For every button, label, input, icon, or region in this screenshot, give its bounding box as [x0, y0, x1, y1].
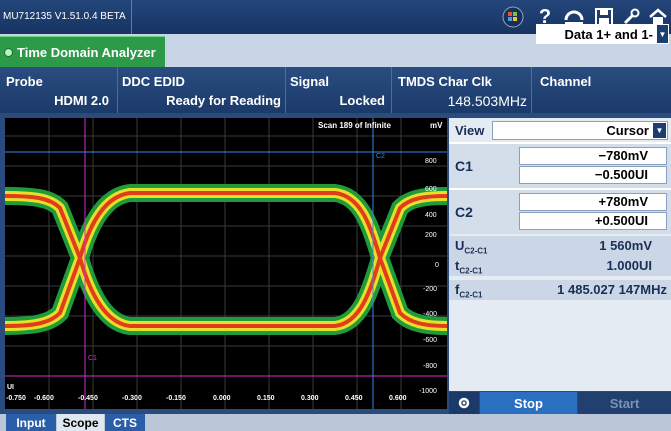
y-tick: 0 [435, 262, 439, 269]
t-delta-value: 1.000UI [606, 258, 652, 273]
help-icon[interactable]: ? [538, 5, 552, 28]
probe-label: Probe [6, 74, 43, 89]
tab-row: Time Domain Analyzer [0, 34, 671, 67]
y-tick: -400 [423, 311, 438, 318]
ddc-value: Ready for Reading [166, 93, 281, 108]
tab-scope[interactable]: Scope [57, 414, 104, 431]
title-bar: MU712135 V1.51.0.4 BETA ? [0, 0, 671, 34]
channel-label: Channel [540, 74, 592, 89]
f-delta-value: 1 485.027 147MHz [557, 282, 667, 297]
status-dot-icon [4, 47, 13, 57]
c2-voltage-field[interactable]: +780mV [519, 193, 667, 211]
start-button[interactable]: Start [578, 392, 671, 414]
c2-row: C2 +780mV +0.500UI [449, 188, 671, 234]
gear-icon [458, 397, 470, 409]
x-tick: -0.300 [122, 395, 142, 402]
probe-column: Probe HDMI 2.0 [0, 67, 118, 113]
x-tick: 0.600 [389, 395, 407, 402]
tab-cts[interactable]: CTS [105, 414, 145, 431]
y-tick: -600 [423, 337, 438, 344]
eye-diagram-svg [5, 118, 447, 409]
probe-value: HDMI 2.0 [54, 93, 109, 108]
x-tick: 0.300 [301, 395, 319, 402]
info-bar: Probe HDMI 2.0 DDC EDID Ready for Readin… [0, 67, 671, 113]
channel-select[interactable]: Data 1+ and 1- ▼ [536, 24, 669, 44]
cursor-c1-label: C1 [88, 355, 97, 362]
u-delta-row: UC2-C1 1 560mV [449, 236, 671, 256]
stop-button[interactable]: Stop [480, 392, 577, 414]
wrench-icon[interactable] [618, 0, 644, 34]
y-tick: 600 [425, 186, 437, 193]
tmds-value: 148.503MHz [447, 93, 527, 109]
view-row: View Cursor ▼ [449, 118, 671, 142]
c1-voltage-field[interactable]: −780mV [519, 147, 667, 165]
ddc-column: DDC EDID Ready for Reading [118, 67, 286, 113]
tab-input[interactable]: Input [6, 414, 56, 431]
t-delta-label: tC2-C1 [455, 258, 483, 276]
ddc-label: DDC EDID [122, 74, 185, 89]
t-delta-row: tC2-C1 1.000UI [449, 256, 671, 276]
y-unit-label: mV [430, 121, 443, 130]
home-icon[interactable] [645, 0, 671, 34]
c1-time-field[interactable]: −0.500UI [519, 166, 667, 184]
y-tick: 400 [425, 212, 437, 219]
x-tick: -0.450 [78, 395, 98, 402]
c1-row: C1 −780mV −0.500UI [449, 142, 671, 188]
view-select[interactable]: Cursor ▼ [492, 121, 668, 140]
x-tick: -0.600 [34, 395, 54, 402]
tmds-label: TMDS Char Clk [398, 74, 492, 89]
c1-label: C1 [455, 158, 473, 174]
undo-icon[interactable] [560, 0, 588, 34]
y-tick: -200 [423, 286, 438, 293]
chevron-down-icon: ▼ [653, 123, 666, 138]
eye-diagram-plot[interactable]: Scan 189 of Infinite mV C2 C1 UI 800 600… [5, 118, 447, 409]
y-tick: -1000 [419, 388, 437, 395]
x-tick: 0.000 [213, 395, 231, 402]
cursor-c2-label: C2 [376, 153, 385, 160]
u-delta-value: 1 560mV [599, 238, 652, 253]
y-tick: -800 [423, 363, 438, 370]
bottom-tab-bar: Input Scope CTS [0, 414, 671, 431]
x-tick: -0.150 [166, 395, 186, 402]
scan-counter: Scan 189 of Infinite [318, 121, 391, 130]
u-delta-label: UC2-C1 [455, 238, 488, 256]
x-tick: 0.450 [345, 395, 363, 402]
view-value: Cursor [606, 123, 649, 138]
signal-value: Locked [339, 93, 385, 108]
y-tick: 800 [425, 158, 437, 165]
tab-time-domain-analyzer[interactable]: Time Domain Analyzer [0, 36, 165, 67]
eye-traces [5, 184, 447, 335]
f-delta-label: fC2-C1 [455, 282, 483, 300]
view-label: View [455, 123, 485, 138]
x-tick: -0.750 [6, 395, 26, 402]
y-tick: 200 [425, 232, 437, 239]
version-label: MU712135 V1.51.0.4 BETA [0, 0, 132, 34]
cursor-panel: View Cursor ▼ C1 −780mV −0.500UI C2 +780… [449, 118, 671, 391]
tab-label: Time Domain Analyzer [17, 44, 156, 60]
channel-value: Data 1+ and 1- [564, 26, 653, 42]
x-unit-label: UI [7, 384, 14, 391]
c2-time-field[interactable]: +0.500UI [519, 212, 667, 230]
signal-column: Signal Locked [286, 67, 392, 113]
x-tick: 0.150 [257, 395, 275, 402]
signal-label: Signal [290, 74, 330, 89]
chevron-down-icon: ▼ [657, 25, 668, 43]
windows-icon[interactable] [498, 0, 528, 34]
tmds-column: TMDS Char Clk 148.503MHz [392, 67, 532, 113]
settings-button[interactable] [449, 392, 479, 414]
f-delta-row: fC2-C1 1 485.027 147MHz [449, 280, 671, 300]
c2-label: C2 [455, 204, 473, 220]
